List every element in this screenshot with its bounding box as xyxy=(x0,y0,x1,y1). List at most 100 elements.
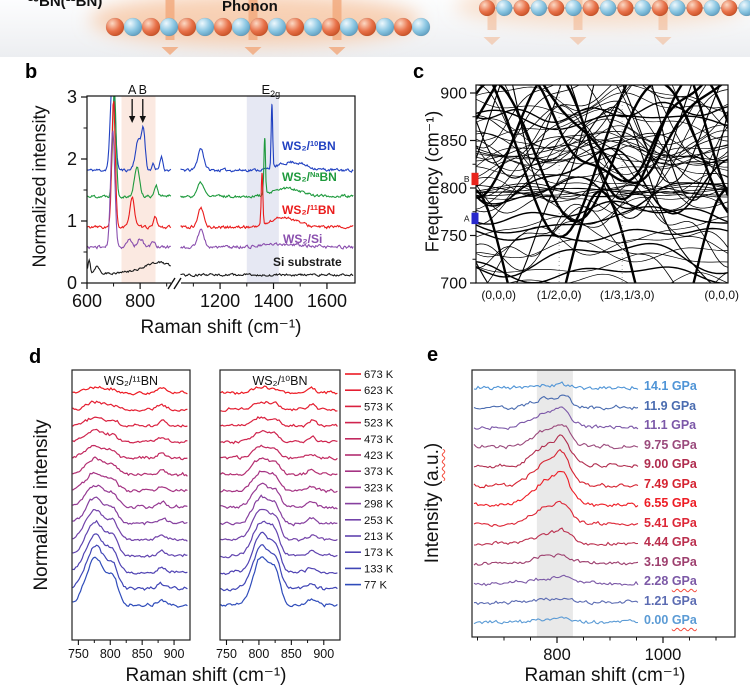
temperature-curve xyxy=(72,471,188,493)
phonon-band xyxy=(476,100,728,197)
panel-e-plot: 800 1000 xyxy=(471,369,736,664)
phonon-band xyxy=(476,85,728,164)
pressure-unit: GPa xyxy=(671,379,697,393)
pressure-curve xyxy=(474,527,639,546)
label-text: WS₂/ xyxy=(282,139,310,153)
x-axis-tick-label: 850 xyxy=(281,647,302,661)
legend-label: 173 K xyxy=(364,547,394,559)
series-label: WS₂/NaBN xyxy=(282,170,337,184)
y-axis-tick-label: 0 xyxy=(67,273,77,293)
phonon-band xyxy=(476,205,728,234)
boron-atom xyxy=(213,17,233,37)
panel-b-raman-substrates: 600 800 1200 1400 1600 0 1 2 3 A B E2g Normalized i… xyxy=(30,72,395,342)
temperature-curve xyxy=(220,556,338,608)
mode-marker-a xyxy=(471,212,479,225)
y-axis-tick-label: 900 xyxy=(440,86,467,103)
plot-frame xyxy=(471,369,736,638)
pressure-curve xyxy=(473,574,639,587)
temperature-curve xyxy=(220,544,338,592)
phonon-band xyxy=(476,261,728,283)
phonon-arrow xyxy=(328,0,346,55)
phonon-band xyxy=(476,121,728,225)
temperature-legend: 673 K 623 K 573 K 523 K 473 K 423 K 373 K 323 K… xyxy=(345,369,394,592)
temperature-curve xyxy=(220,429,338,445)
pressure-label: 7.49 GPa xyxy=(644,477,697,492)
y-axis-tick-label: 2 xyxy=(67,149,77,169)
panel-d-y-axis-label: Normalized intensity xyxy=(31,419,52,591)
pressure-value: 5.41 xyxy=(644,515,672,530)
legend-label: 373 K xyxy=(364,466,394,478)
y-axis-tick-label: 750 xyxy=(440,228,467,245)
x-axis-tick-label: 800 xyxy=(248,647,269,661)
temperature-curve xyxy=(72,519,188,558)
nitrogen-atom xyxy=(339,17,359,37)
mode-marker-label: A xyxy=(464,213,470,223)
panel-b-x-axis-label: Raman shift (cm⁻¹) xyxy=(140,317,302,338)
shaded-band xyxy=(121,96,156,283)
pressure-value: 11.1 xyxy=(644,418,672,432)
phonon-band xyxy=(476,154,728,172)
legend-label: 77 K xyxy=(364,580,388,592)
boron-atom xyxy=(249,17,269,37)
phonon-band xyxy=(476,136,728,162)
pressure-unit: GPa xyxy=(671,418,697,432)
pressure-unit: GPa xyxy=(671,613,697,627)
boron-atom xyxy=(720,0,738,17)
pressure-label: 2.28 GPa xyxy=(644,574,697,589)
nitrogen-atom xyxy=(411,17,431,37)
panel-b-plot: 600 800 1200 1400 1600 0 1 2 3 A B E2g xyxy=(67,82,356,311)
phonon-arrow xyxy=(483,0,501,45)
legend-label: 133 K xyxy=(364,563,394,575)
temperature-curve xyxy=(72,544,188,591)
pressure-label: 0.00 GPa xyxy=(644,613,697,628)
pressure-curve xyxy=(473,406,639,431)
kpath-tick-label: (0,0,0) xyxy=(481,288,516,302)
spectrum-curve xyxy=(87,96,172,199)
temperature-curve xyxy=(72,508,188,542)
pressure-label: 6.55 GPa xyxy=(644,496,697,511)
panel-b-y-axis-label: Normalized intensity xyxy=(29,105,50,268)
legend-label: 523 K xyxy=(364,418,394,430)
annotation-arrowhead xyxy=(128,116,136,123)
temperature-curve xyxy=(220,494,338,527)
atom-chain-graphic xyxy=(90,0,750,55)
pressure-curve xyxy=(473,616,639,625)
pressure-label: 5.41 GPa xyxy=(644,515,697,531)
pressure-unit: GPa xyxy=(671,535,697,549)
legend-label: 623 K xyxy=(364,385,394,397)
phonon-band xyxy=(476,196,728,225)
pressure-curve xyxy=(473,381,639,391)
panel-e-pressure-raman: 800 1000 Intensity (a.u.) Raman shift (cm… xyxy=(420,345,750,700)
peak-annotation-a: A xyxy=(128,83,137,97)
pressure-curve xyxy=(473,423,639,450)
phonon-band xyxy=(537,85,704,183)
spectrum-curve xyxy=(87,101,172,230)
panel-c-plot: 700 750 800 850 900 (0,0,0) (1/2,0,0) (1/3,1/3,… xyxy=(440,84,739,302)
phonon-band xyxy=(476,186,728,198)
boron-atom xyxy=(357,17,377,37)
pressure-unit: GPa xyxy=(671,437,697,452)
atom-chain xyxy=(478,0,750,17)
x-axis-tick-label: 750 xyxy=(68,647,89,661)
e2g-annotation: E2g xyxy=(262,82,281,99)
phonon-band xyxy=(476,125,728,159)
boron-atom xyxy=(105,17,125,37)
temperature-curve xyxy=(72,416,188,428)
panel-d-plot: 750 800 850 900 WS₂/¹¹BN 750 800 850 900 WS₂/¹⁰BN… xyxy=(68,369,394,661)
axis-break-icon xyxy=(167,277,176,290)
superscript: 10 xyxy=(310,139,319,149)
x-axis-tick-label: 600 xyxy=(72,291,102,311)
nitrogen-atom xyxy=(267,17,287,37)
nitrogen-atom xyxy=(123,17,143,37)
legend-label: 573 K xyxy=(364,401,394,413)
phonon-arrow xyxy=(244,0,262,55)
pressure-unit: GPa xyxy=(671,398,697,413)
pressure-curve xyxy=(473,470,639,508)
nitrogen-atom xyxy=(669,0,686,17)
mode-marker-b xyxy=(471,172,479,186)
panel-letter-e: e xyxy=(427,344,439,366)
y-axis-tick-label: 850 xyxy=(440,133,467,150)
kpath-tick-label: (1/2,0,0) xyxy=(537,288,582,302)
phonon-band xyxy=(476,139,728,157)
